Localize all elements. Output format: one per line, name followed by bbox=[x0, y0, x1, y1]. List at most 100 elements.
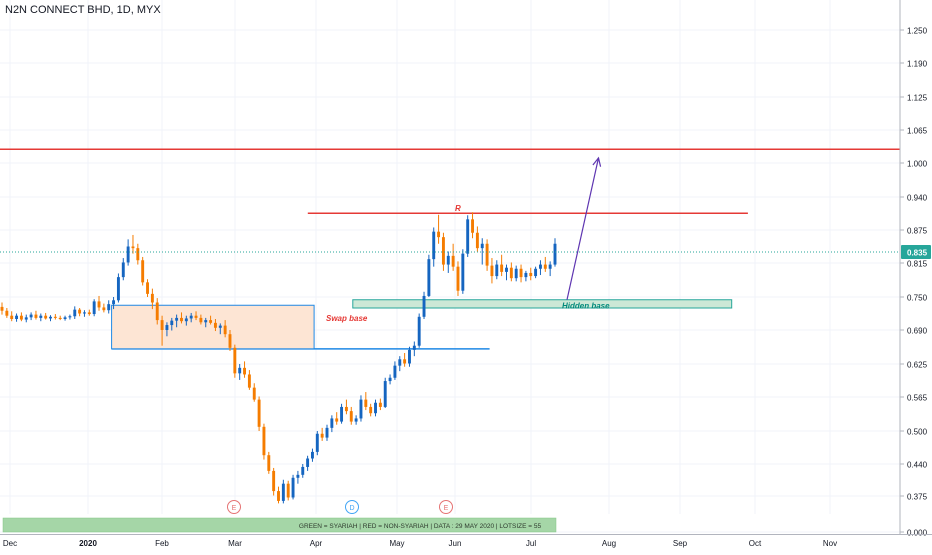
candle-body bbox=[53, 316, 57, 318]
y-tick-label: 0.500 bbox=[907, 428, 928, 437]
candle-body bbox=[175, 317, 179, 321]
candle-body bbox=[15, 315, 19, 319]
candle-body bbox=[509, 267, 513, 279]
candle-body bbox=[500, 264, 504, 272]
chart-title: N2N CONNECT BHD, 1D, MYX bbox=[5, 4, 161, 16]
x-tick-label: Nov bbox=[823, 539, 837, 548]
candle-body bbox=[364, 399, 368, 407]
y-tick-label: 0.625 bbox=[907, 361, 928, 370]
candle-body bbox=[252, 387, 256, 400]
candle-body bbox=[461, 253, 465, 291]
candle-body bbox=[29, 314, 33, 318]
candle-body bbox=[451, 255, 455, 267]
event-marker-e bbox=[439, 500, 453, 514]
candle-body bbox=[485, 243, 489, 266]
candle-body bbox=[524, 272, 528, 278]
x-tick-label: Mar bbox=[228, 539, 242, 548]
candle-body bbox=[325, 427, 329, 438]
candle-body bbox=[446, 255, 450, 265]
x-tick-label: Sep bbox=[673, 539, 688, 548]
candle-body bbox=[432, 231, 436, 260]
label-r: R bbox=[455, 204, 461, 213]
candle-body bbox=[223, 325, 227, 335]
candle-body bbox=[10, 315, 14, 319]
candle-body bbox=[281, 483, 285, 501]
time-axis[interactable]: Dec 2020 Feb Mar Apr May Jun Jul Aug Sep Oct Nov bbox=[0, 534, 932, 549]
candle-body bbox=[427, 259, 431, 296]
y-tick-label: 0.375 bbox=[907, 493, 928, 502]
candle-body bbox=[490, 265, 494, 277]
y-tick-label: 1.250 bbox=[907, 27, 928, 36]
candle-body bbox=[408, 349, 411, 364]
candle-body bbox=[471, 219, 474, 233]
y-tick-label: 0.000 bbox=[907, 529, 928, 538]
candle-body bbox=[505, 267, 508, 272]
event-marker-d bbox=[345, 500, 359, 514]
projection-arrow-head bbox=[592, 156, 602, 167]
candle-body bbox=[78, 309, 82, 314]
candle-body bbox=[97, 301, 101, 308]
candle-body bbox=[456, 266, 460, 291]
y-tick-label: 1.000 bbox=[907, 160, 928, 169]
label-swap-base: Swap base bbox=[326, 314, 368, 323]
candle-body bbox=[0, 306, 4, 311]
candle-body bbox=[5, 310, 9, 316]
candle-body bbox=[393, 365, 397, 378]
candle-body bbox=[34, 314, 38, 318]
y-tick-label: 1.065 bbox=[907, 127, 928, 136]
candle-body bbox=[83, 312, 86, 314]
y-tick-label: 0.940 bbox=[907, 194, 928, 203]
y-tick-label: 1.125 bbox=[907, 94, 928, 103]
price-axis[interactable]: 1.250 1.190 1.125 1.065 1.000 0.940 0.875 0.815… bbox=[899, 0, 931, 538]
candle-body bbox=[204, 320, 208, 323]
candle-body bbox=[87, 312, 91, 315]
candle-body bbox=[218, 325, 222, 328]
drawing-shapes bbox=[0, 148, 900, 350]
candle-body bbox=[369, 406, 373, 414]
y-tick-label: 0.690 bbox=[907, 327, 928, 336]
candle-body bbox=[330, 418, 334, 428]
candle-body bbox=[131, 246, 135, 249]
x-tick-label: Apr bbox=[310, 539, 323, 548]
candle-body bbox=[213, 322, 217, 328]
chart-grid bbox=[0, 0, 900, 533]
candle-body bbox=[92, 301, 96, 315]
candle-body bbox=[184, 318, 188, 322]
footer-banner-text: GREEN = SYARIAH | RED = NON-SYARIAH | DA… bbox=[299, 523, 542, 530]
candle-body bbox=[180, 317, 183, 322]
candle-body bbox=[543, 264, 547, 269]
footer-banner: GREEN = SYARIAH | RED = NON-SYARIAH | DA… bbox=[2, 517, 557, 533]
x-tick-label: Feb bbox=[155, 539, 169, 548]
candle-body bbox=[262, 426, 266, 456]
x-tick-label: May bbox=[389, 539, 404, 548]
candle-body bbox=[320, 433, 324, 438]
candle-body bbox=[349, 411, 353, 422]
candle-body bbox=[107, 304, 111, 311]
event-marker-label: E bbox=[444, 505, 449, 512]
candle-body bbox=[63, 317, 67, 319]
candle-body bbox=[189, 315, 193, 319]
candle-body bbox=[155, 302, 159, 321]
x-tick-label: Jul bbox=[526, 539, 536, 548]
candle-body bbox=[374, 402, 377, 414]
candle-body bbox=[165, 325, 169, 330]
candle-body bbox=[170, 320, 174, 326]
candle-body bbox=[340, 406, 344, 422]
candle-body bbox=[68, 316, 72, 318]
candle-body bbox=[102, 307, 106, 311]
x-tick-label: Dec bbox=[3, 539, 17, 548]
footer-banner-box bbox=[2, 517, 557, 533]
candle-body bbox=[398, 359, 402, 366]
candle-body bbox=[301, 466, 305, 475]
candle-body bbox=[126, 246, 130, 263]
candle-body bbox=[315, 433, 319, 452]
candle-body bbox=[311, 451, 314, 459]
swap-base-box bbox=[111, 304, 315, 350]
candle-body bbox=[286, 483, 290, 498]
candle-body bbox=[417, 316, 421, 346]
candle-body bbox=[24, 317, 28, 320]
candle-body bbox=[257, 399, 261, 427]
candle-body bbox=[150, 293, 154, 303]
